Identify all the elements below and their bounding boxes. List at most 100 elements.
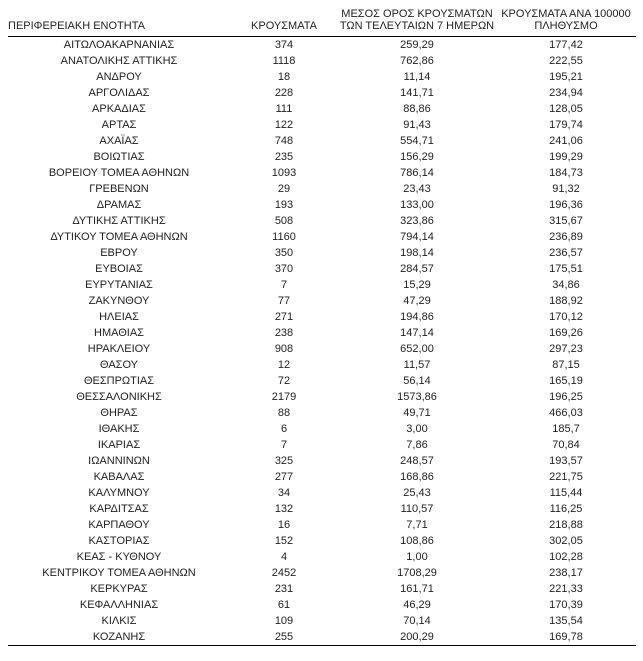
cases-per-100k-cell: 241,06	[549, 135, 583, 147]
cases-per-100k-cell: 196,36	[549, 199, 583, 211]
avg-7day-cases-cell: 88,86	[403, 103, 431, 115]
cases-per-100k-cell: 170,39	[549, 599, 583, 611]
cases-cell: 152	[274, 535, 294, 547]
header-avg-cases-7days: ΜΕΣΟΣ ΟΡΟΣ ΚΡΟΥΣΜΑΤΩΝ ΤΩΝ ΤΕΛΕΥΤΑΙΩΝ 7 Η…	[338, 6, 496, 37]
header-regional-unit: ΠΕΡΙΦΕΡΕΙΑΚΗ ΕΝΟΤΗΤΑ	[8, 6, 230, 37]
cases-cell: 1160	[272, 231, 296, 243]
region-name-cell: ΘΕΣΠΡΩΤΙΑΣ	[83, 375, 155, 387]
cases-cell: 271	[274, 311, 294, 323]
cases-cell: 12	[277, 359, 291, 371]
cases-per-100k-cell: 234,94	[549, 87, 583, 99]
avg-7day-cases-cell: 156,29	[400, 151, 434, 163]
avg-7day-cases-cell: 11,14	[403, 71, 431, 83]
region-name-cell: ΑΝΔΡΟΥ	[96, 71, 142, 83]
table-row: ΚΟΖΑΝΗΣ 255 200,29 169,78	[8, 629, 636, 646]
table-row: ΒΟΙΩΤΙΑΣ 235 156,29 199,29	[8, 149, 636, 165]
avg-7day-cases-cell: 25,43	[403, 487, 431, 499]
region-name-cell: ΗΛΕΙΑΣ	[99, 311, 139, 323]
region-name-cell: ΘΑΣΟΥ	[99, 359, 139, 371]
region-name-cell: ΚΑΛΥΜΝΟΥ	[88, 487, 150, 499]
cases-cell: 1118	[272, 55, 296, 67]
avg-7day-cases-cell: 168,86	[400, 471, 434, 483]
table-row: ΕΥΡΥΤΑΝΙΑΣ 7 15,29 34,86	[8, 277, 636, 293]
avg-7day-cases-cell: 198,14	[400, 247, 434, 259]
cases-per-100k-cell: 135,54	[549, 615, 583, 627]
cases-cell: 29	[277, 183, 291, 195]
table-body: ΑΙΤΩΛΟΑΚΑΡΝΑΝΙΑΣ 374 259,29 177,42 ΑΝΑΤΟΛΙΚΗ…	[8, 37, 636, 646]
avg-7day-cases-cell: 200,29	[338, 629, 496, 646]
table-row: ΕΥΒΟΙΑΣ 370 284,57 175,51	[8, 261, 636, 277]
cases-cell: 6	[280, 423, 288, 435]
avg-7day-cases-cell: 3,00	[406, 423, 428, 435]
avg-7day-cases-cell: 652,00	[400, 343, 434, 355]
header-avg-cases-7days-line1: ΜΕΣΟΣ ΟΡΟΣ ΚΡΟΥΣΜΑΤΩΝ	[341, 8, 493, 20]
cases-per-100k-cell: 236,57	[549, 247, 583, 259]
region-name-cell: ΖΑΚΥΝΘΟΥ	[88, 295, 150, 307]
avg-7day-cases-cell: 7,71	[406, 519, 428, 531]
avg-7day-cases-cell: 323,86	[400, 215, 434, 227]
table-row: ΙΚΑΡΙΑΣ 7 7,86 70,84	[8, 437, 636, 453]
avg-7day-cases-cell: 133,00	[400, 199, 434, 211]
avg-7day-cases-cell: 1,00	[406, 551, 428, 563]
cases-per-100k-cell: 87,15	[552, 359, 580, 371]
cases-cell: 2179	[271, 391, 297, 403]
avg-7day-cases-cell: 248,57	[400, 455, 434, 467]
cases-cell: 4	[280, 551, 288, 563]
table-row: ΕΒΡΟΥ 350 198,14 236,57	[8, 245, 636, 261]
region-name-cell: ΑΙΤΩΛΟΑΚΑΡΝΑΝΙΑΣ	[63, 39, 175, 51]
cases-per-100k-cell: 297,23	[549, 343, 583, 355]
header-cases-per-100000-line1: ΚΡΟΥΣΜΑΤΑ ΑΝΑ 100000	[501, 8, 631, 20]
region-name-cell: ΗΡΑΚΛΕΙΟΥ	[87, 343, 151, 355]
avg-7day-cases-cell: 23,43	[403, 183, 431, 195]
cases-cell: 61	[277, 599, 291, 611]
table-row: ΚΕΦΑΛΛΗΝΙΑΣ 61 46,29 170,39	[8, 597, 636, 613]
region-name-cell: ΚΕΡΚΥΡΑΣ	[90, 583, 148, 595]
table-row: ΚΕΝΤΡΙΚΟΥ ΤΟΜΕΑ ΑΘΗΝΩΝ 2452 1708,29 238,17	[8, 565, 636, 581]
header-avg-cases-7days-line2: ΤΩΝ ΤΕΛΕΥΤΑΙΩΝ 7 ΗΜΕΡΩΝ	[339, 20, 495, 32]
region-name-cell: ΔΥΤΙΚΟΥ ΤΟΜΕΑ ΑΘΗΝΩΝ	[50, 231, 188, 243]
avg-7day-cases-cell: 11,57	[403, 359, 431, 371]
cases-per-100k-cell: 34,86	[552, 279, 580, 291]
table-row: ΒΟΡΕΙΟΥ ΤΟΜΕΑ ΑΘΗΝΩΝ 1093 786,14 184,73	[8, 165, 636, 181]
table-row: ΑΡΚΑΔΙΑΣ 111 88,86 128,05	[8, 101, 636, 117]
cases-per-100k-cell: 222,55	[549, 55, 583, 67]
table-row: ΔΡΑΜΑΣ 193 133,00 196,36	[8, 197, 636, 213]
cases-per-100k-cell: 196,25	[549, 391, 583, 403]
table-header: ΠΕΡΙΦΕΡΕΙΑΚΗ ΕΝΟΤΗΤΑ ΚΡΟΥΣΜΑΤΑ ΜΕΣΟΣ ΟΡΟ…	[8, 6, 636, 37]
region-name-cell: ΒΟΡΕΙΟΥ ΤΟΜΕΑ ΑΘΗΝΩΝ	[48, 167, 190, 179]
table-row: ΖΑΚΥΝΘΟΥ 77 47,29 188,92	[8, 293, 636, 309]
table-row: ΙΘΑΚΗΣ 6 3,00 185,7	[8, 421, 636, 437]
region-name-cell: ΚΕΦΑΛΛΗΝΙΑΣ	[79, 599, 159, 611]
cases-per-100k-cell: 238,17	[549, 567, 583, 579]
avg-7day-cases-cell: 91,43	[403, 119, 431, 131]
table-row: ΗΡΑΚΛΕΙΟΥ 908 652,00 297,23	[8, 341, 636, 357]
cases-cell: 350	[274, 247, 294, 259]
region-name-cell: ΚΑΡΠΑΘΟΥ	[88, 519, 150, 531]
region-name-cell: ΑΝΑΤΟΛΙΚΗΣ ΑΤΤΙΚΗΣ	[60, 55, 178, 67]
cases-cell: 193	[274, 199, 294, 211]
header-cases-per-100000: ΚΡΟΥΣΜΑΤΑ ΑΝΑ 100000 ΠΛΗΘΥΣΜΟ	[496, 6, 636, 37]
cases-cell: 111	[275, 103, 293, 115]
cases-per-100k-cell: 115,44	[549, 487, 583, 499]
region-name-cell: ΒΟΙΩΤΙΑΣ	[93, 151, 145, 163]
table-row: ΑΝΑΤΟΛΙΚΗΣ ΑΤΤΙΚΗΣ 1118 762,86 222,55	[8, 53, 636, 69]
table-row: ΘΗΡΑΣ 88 49,71 466,03	[8, 405, 636, 421]
avg-7day-cases-cell: 46,29	[403, 599, 431, 611]
cases-cell: 228	[274, 87, 294, 99]
region-name-cell: ΑΧΑΪΑΣ	[99, 135, 139, 147]
region-name-cell: ΕΥΡΥΤΑΝΙΑΣ	[85, 279, 153, 291]
region-name-cell: ΚΟΖΑΝΗΣ	[8, 629, 230, 646]
cases-per-100k-cell: 169,26	[549, 327, 583, 339]
cases-per-100k-cell: 179,74	[549, 119, 583, 131]
avg-7day-cases-cell: 70,14	[403, 615, 431, 627]
cases-cell: 748	[274, 135, 294, 147]
region-name-cell: ΚΕΝΤΡΙΚΟΥ ΤΟΜΕΑ ΑΘΗΝΩΝ	[42, 567, 196, 579]
table-row: ΘΕΣΣΑΛΟΝΙΚΗΣ 2179 1573,86 196,25	[8, 389, 636, 405]
region-name-cell: ΓΡΕΒΕΝΩΝ	[89, 183, 149, 195]
cases-cell: 908	[274, 343, 294, 355]
avg-7day-cases-cell: 7,86	[406, 439, 428, 451]
table-row: ΑΡΤΑΣ 122 91,43 179,74	[8, 117, 636, 133]
avg-7day-cases-cell: 15,29	[403, 279, 431, 291]
cases-cell: 72	[277, 375, 291, 387]
table-row: ΑΡΓΟΛΙΔΑΣ 228 141,71 234,94	[8, 85, 636, 101]
